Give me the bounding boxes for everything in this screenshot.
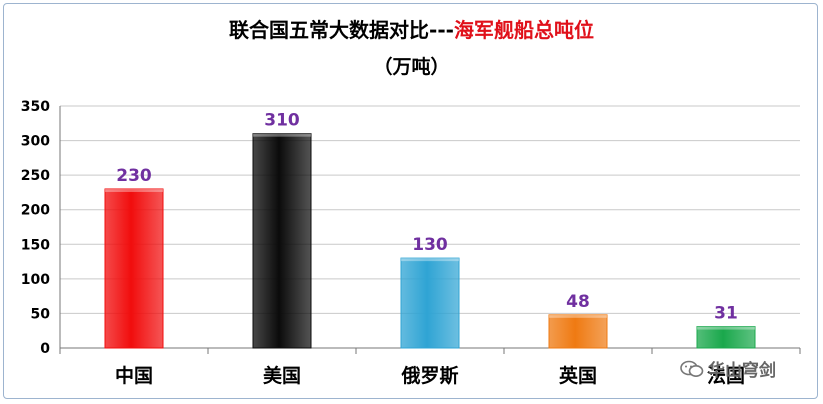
bar-highlight xyxy=(253,133,311,137)
y-tick-label: 100 xyxy=(21,272,50,288)
watermark-text: 华山穹剑 xyxy=(708,361,776,381)
y-tick-label: 300 xyxy=(21,134,50,150)
bar xyxy=(696,326,756,349)
bar xyxy=(400,257,460,349)
x-tick-label: 俄罗斯 xyxy=(400,364,458,387)
bar-highlight xyxy=(697,326,755,330)
data-label: 48 xyxy=(566,292,590,312)
bar-highlight xyxy=(105,188,163,192)
x-tick-label: 英国 xyxy=(559,364,597,387)
y-tick-label: 0 xyxy=(40,341,50,357)
data-label: 310 xyxy=(264,111,300,131)
y-tick-label: 50 xyxy=(31,306,51,322)
bar-highlight xyxy=(549,314,607,318)
chart-subtitle: （万吨） xyxy=(373,56,450,78)
data-label: 130 xyxy=(412,235,448,255)
wechat-icon xyxy=(680,360,704,377)
x-tick-label: 中国 xyxy=(115,364,153,387)
bar xyxy=(252,133,312,349)
chart-title-main: 联合国五常大数据对比--- xyxy=(229,18,454,42)
chart-title: 联合国五常大数据对比---海军舰船总吨位 xyxy=(0,14,823,43)
x-tick-label: 法国 xyxy=(707,364,745,387)
bar-highlight xyxy=(401,258,459,262)
x-tick-label: 美国 xyxy=(263,364,301,387)
bar xyxy=(104,188,164,349)
y-tick-label: 200 xyxy=(21,203,50,219)
watermark: 华山穹剑 xyxy=(680,356,776,381)
y-tick-label: 350 xyxy=(21,99,50,115)
data-label: 230 xyxy=(116,166,152,186)
data-label: 31 xyxy=(714,304,738,324)
bar xyxy=(548,314,608,349)
y-tick-label: 250 xyxy=(21,168,50,184)
chart-title-highlight: 海军舰船总吨位 xyxy=(453,18,594,42)
y-tick-label: 150 xyxy=(21,237,50,253)
